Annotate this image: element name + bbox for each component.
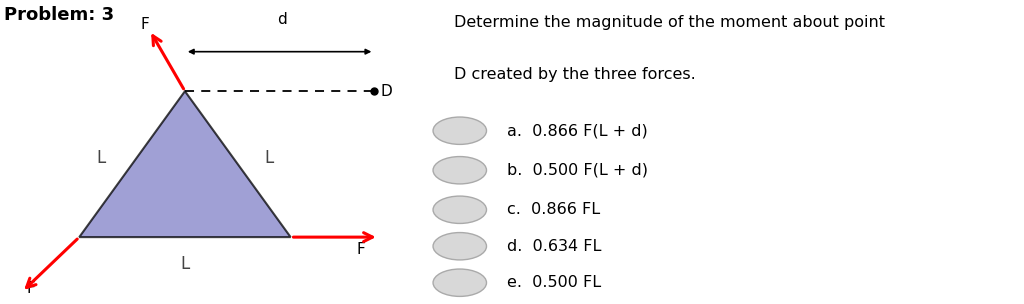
Text: F: F: [356, 242, 366, 257]
Text: L: L: [264, 149, 273, 167]
Text: L: L: [180, 255, 189, 274]
Text: Determine the magnitude of the moment about point: Determine the magnitude of the moment ab…: [454, 15, 885, 30]
Text: d: d: [276, 12, 287, 27]
Text: a.  0.866 F(L + d): a. 0.866 F(L + d): [507, 123, 648, 138]
Text: F: F: [27, 281, 35, 296]
Circle shape: [433, 157, 486, 184]
Circle shape: [433, 233, 486, 260]
Circle shape: [433, 196, 486, 223]
Text: L: L: [96, 149, 105, 167]
Text: c.  0.866 FL: c. 0.866 FL: [507, 202, 600, 217]
Text: e.  0.500 FL: e. 0.500 FL: [507, 275, 601, 290]
Circle shape: [433, 269, 486, 296]
Text: d.  0.634 FL: d. 0.634 FL: [507, 239, 602, 254]
Text: F: F: [141, 17, 150, 32]
Text: D created by the three forces.: D created by the three forces.: [454, 67, 695, 82]
Polygon shape: [79, 91, 291, 237]
Circle shape: [433, 117, 486, 144]
Text: Problem: 3: Problem: 3: [4, 6, 115, 24]
Text: b.  0.500 F(L + d): b. 0.500 F(L + d): [507, 163, 648, 178]
Text: D: D: [381, 84, 392, 99]
